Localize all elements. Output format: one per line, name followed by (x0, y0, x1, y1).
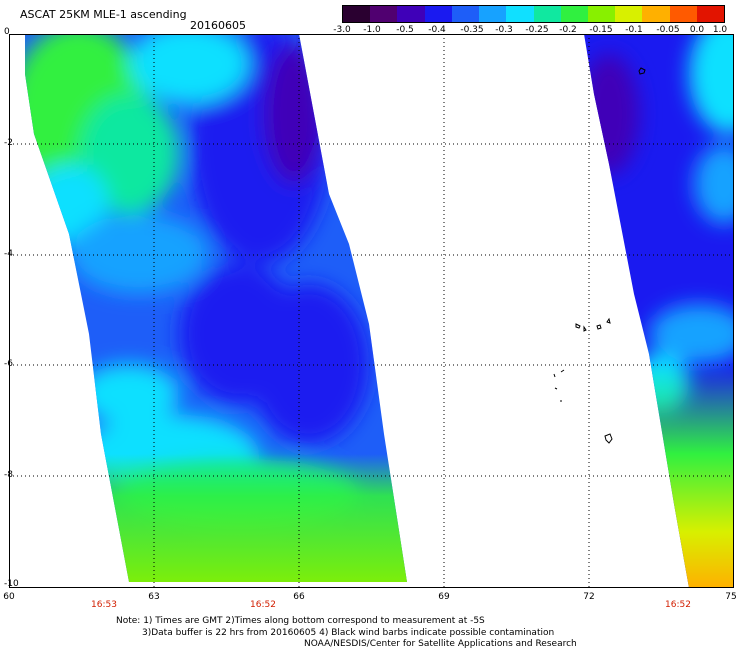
colorbar-segment (587, 6, 616, 22)
colorbar-segment (560, 6, 588, 22)
note-line-2: 3)Data buffer is 22 hrs from 20160605 4)… (142, 628, 555, 638)
lat-tick: 0 (4, 27, 10, 37)
island-coastlines (553, 67, 646, 444)
colorbar-segment (424, 6, 452, 22)
lon-tick: 66 (293, 592, 305, 602)
lat-tick: -2 (4, 138, 13, 148)
colorbar-label: -0.35 (460, 25, 484, 35)
lon-tick: 63 (148, 592, 160, 602)
colorbar-label: -0.5 (396, 25, 414, 35)
product-title: ASCAT 25KM MLE-1 ascending (20, 8, 187, 21)
lat-tick: -10 (4, 579, 19, 589)
colorbar-label: -0.2 (559, 25, 577, 35)
pass-time: 16:52 (665, 600, 691, 610)
satellite-swath-map (9, 34, 734, 588)
colorbar-label: -0.1 (625, 25, 643, 35)
colorbar-label: -1.0 (363, 25, 381, 35)
colorbar-label: -0.25 (525, 25, 549, 35)
colorbar-segment (479, 6, 507, 22)
lat-tick: -4 (4, 249, 13, 259)
colorbar-segment (615, 6, 643, 22)
colorbar-segment (370, 6, 398, 22)
swath-right (584, 34, 734, 588)
colorbar-segment (669, 6, 697, 22)
image-date: 20160605 (190, 19, 246, 32)
colorbar-segment (451, 6, 480, 22)
colorbar-label: -3.0 (333, 25, 351, 35)
colorbar-segment (642, 6, 670, 22)
colorbar-segment (696, 6, 724, 22)
lon-tick: 69 (438, 592, 450, 602)
colorbar-label: -0.15 (589, 25, 613, 35)
lon-tick: 72 (583, 592, 595, 602)
colorbar-label: -0.3 (495, 25, 513, 35)
pass-time: 16:53 (91, 600, 117, 610)
colorbar (342, 5, 725, 23)
note-line-3: NOAA/NESDIS/Center for Satellite Applica… (304, 639, 577, 649)
swath-left (25, 34, 407, 582)
pass-time: 16:52 (250, 600, 276, 610)
colorbar-segment (506, 6, 534, 22)
lat-tick: -6 (4, 359, 13, 369)
colorbar-label: -0.05 (656, 25, 680, 35)
lon-tick: 60 (3, 592, 15, 602)
colorbar-segment (397, 6, 425, 22)
note-line-1: Note: 1) Times are GMT 2)Times along bot… (116, 616, 485, 626)
colorbar-label: 1.0 (712, 25, 728, 35)
lat-tick: -8 (4, 470, 13, 480)
colorbar-segment (533, 6, 561, 22)
colorbar-label: -0.4 (428, 25, 446, 35)
map-grid (9, 34, 734, 588)
colorbar-label: 0.0 (689, 25, 705, 35)
lon-tick: 75 (725, 592, 737, 602)
colorbar-segment (343, 6, 371, 22)
